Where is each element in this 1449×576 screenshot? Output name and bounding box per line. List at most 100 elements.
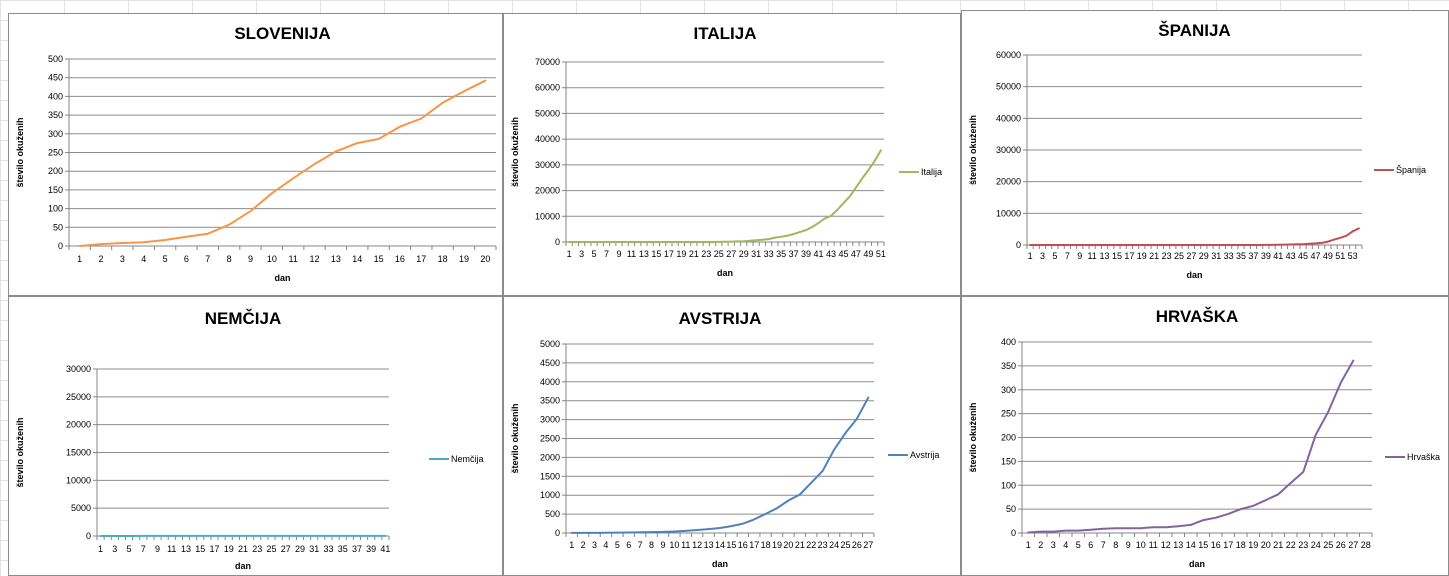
x-tick-label: 17 [749,540,759,550]
x-tick-label: 5 [615,540,620,550]
x-tick-label: 24 [829,540,839,550]
data-point [384,534,387,537]
x-tick-label: 5 [592,249,597,259]
x-tick-label: 17 [664,249,674,259]
data-point [764,512,767,515]
data-point [1027,531,1030,534]
data-point [1233,243,1236,246]
chart-spanija[interactable]: ŠPANIJA 0 10000 20000 30000 40000 50000 60000 1 3… [961,10,1449,296]
x-tick-label: 10 [669,540,679,550]
x-tick-label: 20 [783,540,793,550]
data-point [823,217,826,220]
y-tick-label: 350 [1001,361,1016,371]
x-tick-label: 5 [127,544,132,554]
x-tick-label: 23 [252,544,262,554]
data-point [1164,526,1167,529]
data-point [599,240,602,243]
data-point [593,240,596,243]
data-point [1128,243,1131,246]
y-tick-label: 400 [1001,337,1016,347]
x-tick-label: 16 [395,254,405,264]
y-axis-label: število okuženih [510,117,520,187]
data-point [199,534,202,537]
data-point [773,236,776,239]
x-tick-label: 13 [331,254,341,264]
x-tick-label: 3 [120,254,125,264]
data-point [334,150,337,153]
data-point [249,210,252,213]
chart-avstrija[interactable]: AVSTRIJA 0 500 1000 1500 2000 2500 3000 3500 4000… [503,296,961,576]
y-tick-label: 4000 [540,377,560,387]
data-point [848,195,851,198]
data-point [673,530,676,533]
data-point [1209,243,1212,246]
y-axis-label: število okuženih [510,403,520,473]
x-tick-label: 39 [366,544,376,554]
x-tick-label: 37 [1248,251,1258,261]
y-tick-label: 30000 [535,160,560,170]
x-tick-label: 23 [701,249,711,259]
y-tick-label: 5000 [540,339,560,349]
x-tick-label: 35 [338,544,348,554]
data-point [655,240,658,243]
x-tick-label: 1 [98,544,103,554]
series-line [1029,227,1360,246]
data-point [1140,243,1143,246]
chart-hrvaska[interactable]: HRVAŠKA 0 50 100 150 200 250 300 350 400 1 2 3 4 5 6 7 8 9… [961,296,1449,576]
chart-italija[interactable]: ITALIJA 0 10000 20000 30000 40000 50000 60000 70… [503,13,961,296]
data-point [1152,526,1155,529]
data-point [1202,243,1205,246]
x-tick-label: 12 [310,254,320,264]
data-point [574,240,577,243]
y-tick-label: 200 [48,166,63,176]
x-tick-label: 19 [459,254,469,264]
data-point [256,534,259,537]
x-tick-label: 7 [604,249,609,259]
data-point [1264,243,1267,246]
x-tick-label: 1 [569,540,574,550]
data-point [767,238,770,241]
data-point [707,528,710,531]
data-point [270,534,273,537]
data-point [867,396,870,399]
data-point [1189,523,1192,526]
x-tick-label: 25 [1174,251,1184,261]
x-tick-label: 19 [1137,251,1147,261]
data-point [1227,512,1230,515]
x-tick-label: 7 [141,544,146,554]
x-tick-label: 7 [638,540,643,550]
data-point [1289,243,1292,246]
data-point [1196,243,1199,246]
chart-nemcija[interactable]: NEMČIJA 0 5000 10000 15000 20000 25000 30000 1 3 5… [8,296,503,576]
data-point [1072,243,1075,246]
data-point [291,534,294,537]
data-point [755,239,758,242]
data-point [1091,243,1094,246]
x-tick-label: 15 [374,254,384,264]
legend-label: Nemčija [451,454,484,464]
data-point [1084,243,1087,246]
data-point [313,534,316,537]
data-point [1314,242,1317,245]
y-axis-label: število okuženih [15,117,25,187]
x-tick-label: 29 [295,544,305,554]
x-axis-label: dan [235,561,251,571]
data-point [1103,243,1106,246]
x-tick-label: 10 [1136,540,1146,550]
x-tick-label: 13 [181,544,191,554]
data-point [705,240,708,243]
data-point [582,531,585,534]
data-point [1039,530,1042,533]
y-tick-label: 100 [48,204,63,214]
x-tick-label: 45 [1298,251,1308,261]
data-point [1159,243,1162,246]
x-tick-label: 15 [195,544,205,554]
series-line [570,396,870,534]
data-point [1064,529,1067,532]
x-axis-label: dan [717,268,733,278]
y-tick-label: 50 [53,222,63,232]
data-point [1252,504,1255,507]
data-point [206,232,209,235]
chart-slovenija[interactable]: SLOVENIJA 0 50 100 150 200 250 300 350 400 450 500 1… [8,13,503,296]
